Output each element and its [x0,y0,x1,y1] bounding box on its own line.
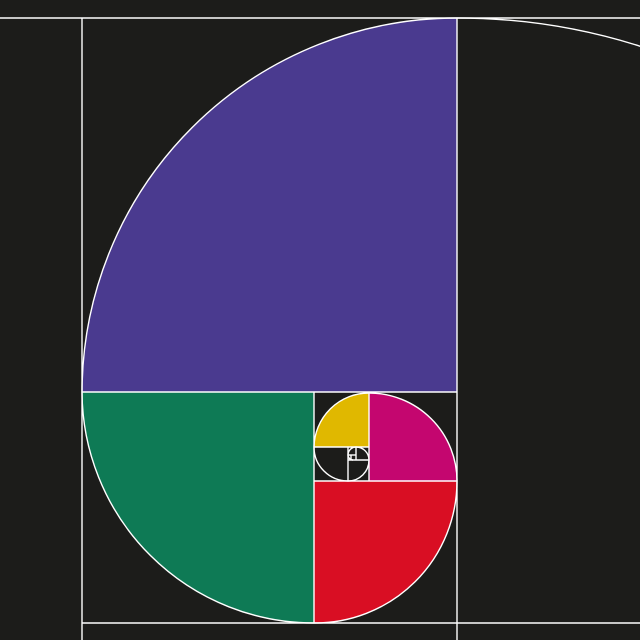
magenta-quarter [369,393,457,481]
green-quarter [82,392,314,623]
red-quarter [314,481,457,624]
spiral-arcs [81,17,640,624]
construction-lines [0,17,640,640]
yellow-quarter [314,393,369,447]
purple-quarter [82,18,457,392]
